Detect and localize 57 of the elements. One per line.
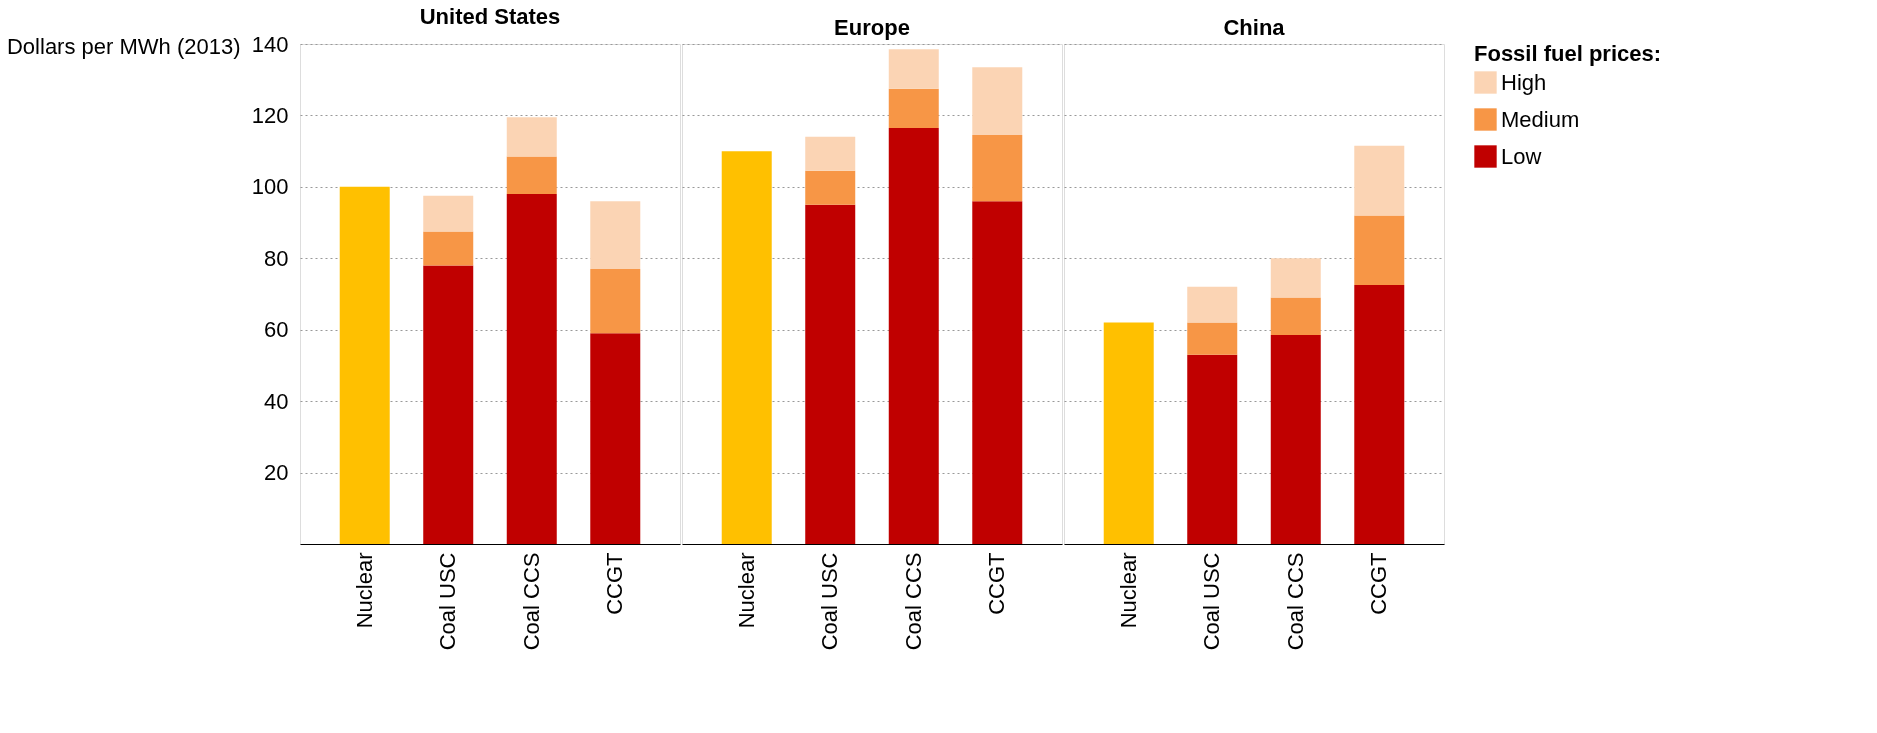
- y-tick-label: 120: [251, 102, 289, 128]
- x-tick-label: Coal USC: [1199, 552, 1225, 651]
- x-tick-label: Coal CCS: [518, 552, 544, 651]
- bar: [888, 88, 939, 128]
- x-tick-label: Nuclear: [733, 552, 759, 629]
- x-tick-label: Coal USC: [817, 552, 843, 651]
- y-tick-label: 140: [251, 31, 289, 57]
- x-tick-label: Coal CCS: [900, 552, 926, 651]
- y-axis-title: Dollars per MWh (2013): [6, 33, 241, 59]
- bar: [1187, 354, 1238, 544]
- bar: [339, 186, 390, 544]
- y-tick-label: 100: [251, 174, 289, 200]
- x-tick-label: Coal USC: [435, 552, 461, 651]
- bar: [1354, 215, 1405, 286]
- bar: [506, 194, 557, 544]
- bar: [805, 136, 856, 171]
- y-tick-label: 60: [264, 317, 289, 343]
- y-tick-label: 40: [264, 388, 289, 414]
- legend-label: Medium: [1501, 106, 1580, 132]
- bar: [972, 201, 1023, 544]
- bar: [590, 333, 641, 544]
- chart-title: China: [1223, 15, 1286, 40]
- bar: [805, 170, 856, 205]
- x-tick-label: CCGT: [602, 552, 628, 615]
- legend-label: High: [1501, 69, 1547, 95]
- bar: [1103, 322, 1154, 544]
- y-tick-label: 20: [264, 460, 289, 486]
- bar: [805, 204, 856, 544]
- bar: [1187, 322, 1238, 355]
- y-tick-label: 80: [264, 245, 289, 271]
- bar: [888, 49, 939, 89]
- legend-title: Fossil fuel prices:: [1474, 41, 1662, 66]
- bar: [1270, 335, 1321, 544]
- x-tick-label: Nuclear: [351, 552, 377, 629]
- bar: [590, 269, 641, 334]
- bar: [423, 265, 474, 544]
- bar: [423, 195, 474, 232]
- chart-title: United States: [419, 4, 561, 29]
- bar: [506, 117, 557, 157]
- x-tick-label: Coal CCS: [1282, 552, 1308, 651]
- bar: [506, 156, 557, 194]
- x-tick-label: CCGT: [1366, 552, 1392, 615]
- bar: [972, 135, 1023, 202]
- bar: [972, 67, 1023, 136]
- chart-title: Europe: [834, 15, 910, 40]
- bar: [1354, 285, 1405, 544]
- legend-label: Low: [1501, 143, 1542, 169]
- bar: [423, 231, 474, 266]
- bar: [1270, 258, 1321, 298]
- bar: [1187, 286, 1238, 323]
- x-tick-label: Nuclear: [1115, 552, 1141, 629]
- bar: [721, 151, 772, 544]
- bar: [1354, 145, 1405, 216]
- bar: [590, 201, 641, 269]
- bar: [888, 127, 939, 544]
- x-tick-label: CCGT: [984, 552, 1010, 615]
- bar: [1270, 297, 1321, 336]
